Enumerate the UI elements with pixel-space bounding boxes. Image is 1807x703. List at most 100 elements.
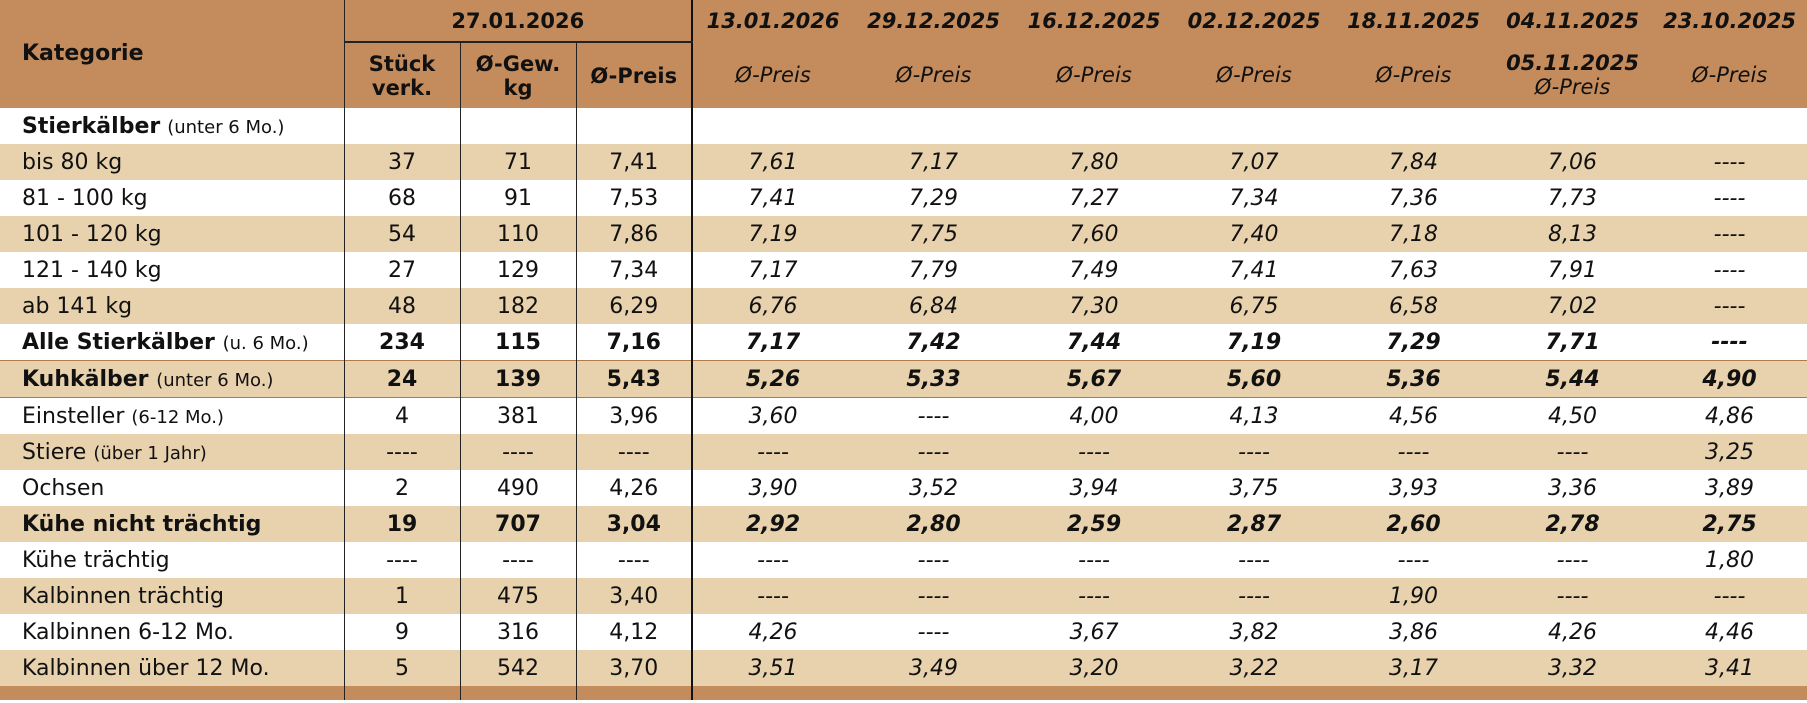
table-cell: 7,07 (1174, 144, 1335, 180)
table-cell: 27 (343, 252, 460, 288)
table-cell: 7,17 (853, 144, 1015, 180)
table-cell: 7,63 (1334, 252, 1494, 288)
row-category: Einsteller (6-12 Mo.) (0, 397, 344, 434)
table-cell: 5,44 (1493, 360, 1653, 398)
table-cell: 6,58 (1334, 288, 1494, 324)
row-label: Stiere (22, 439, 87, 465)
table-cell: 316 (459, 614, 576, 650)
row-category: Stierkälber (unter 6 Mo.) (0, 108, 344, 144)
table-cell: 7,17 (691, 252, 854, 288)
table-cell: 7,86 (575, 216, 693, 252)
table-cell: 7,27 (1014, 180, 1175, 216)
table-cell: 5,26 (691, 360, 854, 398)
header-kategorie: Kategorie (0, 0, 344, 108)
row-category: Stiere (über 1 Jahr) (0, 434, 344, 470)
table-cell: ---- (691, 578, 854, 614)
header-hist-date: 04.11.2025 (1493, 0, 1653, 42)
table-cell: 3,40 (575, 578, 693, 614)
table-cell: 3,90 (691, 470, 854, 506)
table-cell: 3,36 (1493, 470, 1653, 506)
table-cell: ---- (1652, 216, 1807, 252)
table-cell: ---- (1652, 252, 1807, 288)
footer-cell (575, 686, 693, 700)
table-row: 81 - 100 kg 68 91 7,53 7,41 7,29 7,27 7,34 7,36… (0, 180, 1807, 216)
table-cell: ---- (1174, 434, 1335, 470)
row-label: Einsteller (22, 403, 125, 429)
table-cell: 91 (459, 180, 576, 216)
table-cell: 7,06 (1493, 144, 1653, 180)
table-row: Kuhkälber (unter 6 Mo.) 24 139 5,43 5,26 5,33… (0, 360, 1807, 398)
table-cell: 48 (343, 288, 460, 324)
table-cell: 2,59 (1014, 506, 1175, 542)
table-cell: ---- (853, 578, 1015, 614)
table-cell: 19 (343, 506, 460, 542)
table-cell: 7,30 (1014, 288, 1175, 324)
row-category: ab 141 kg (0, 288, 344, 324)
header-hist-preis-extra: 05.11.2025 Ø-Preis (1493, 42, 1653, 108)
footer-cell (343, 686, 460, 700)
table-cell (459, 108, 576, 144)
row-note: (unter 6 Mo.) (156, 369, 274, 391)
row-category: 121 - 140 kg (0, 252, 344, 288)
table-cell: 3,82 (1174, 614, 1335, 650)
table-row: Alle Stierkälber (u. 6 Mo.) 234 115 7,16 7,1… (0, 324, 1807, 361)
footer-cell (1493, 686, 1653, 700)
row-label: Kuhkälber (22, 366, 149, 392)
header-current-date: 27.01.2026 (343, 0, 693, 43)
table-row: Einsteller (6-12 Mo.) 4 381 3,96 3,60 ---- 4,0… (0, 397, 1807, 434)
table-cell: 3,89 (1652, 470, 1807, 506)
table-cell: 5,33 (853, 360, 1015, 398)
table-cell: 129 (459, 252, 576, 288)
table-cell: 3,17 (1334, 650, 1494, 686)
table-cell: 4,56 (1334, 397, 1494, 434)
table-cell: 5,43 (575, 360, 693, 398)
table-cell: 3,86 (1334, 614, 1494, 650)
table-cell: 7,19 (691, 216, 854, 252)
header-hist-preis: Ø-Preis (853, 42, 1015, 108)
footer-cell (853, 686, 1015, 700)
table-cell: ---- (691, 434, 854, 470)
table-cell: ---- (1652, 324, 1807, 361)
table-cell: 110 (459, 216, 576, 252)
footer-cell (1174, 686, 1335, 700)
table-cell: 7,91 (1493, 252, 1653, 288)
table-cell: 2,80 (853, 506, 1015, 542)
row-label: Kühe nicht trächtig (22, 511, 262, 537)
table-cell: ---- (1493, 578, 1653, 614)
header-hist-preis: Ø-Preis (691, 42, 854, 108)
table-cell: 7,61 (691, 144, 854, 180)
table-cell: 3,49 (853, 650, 1015, 686)
table-cell: ---- (1334, 434, 1494, 470)
table-cell: ---- (853, 434, 1015, 470)
table-cell: 3,60 (691, 397, 854, 434)
table-cell (1014, 108, 1175, 144)
row-label: Kalbinnen über 12 Mo. (22, 655, 270, 681)
table-cell: 7,40 (1174, 216, 1335, 252)
row-label: Stierkälber (22, 113, 161, 139)
table-cell: 2,87 (1174, 506, 1335, 542)
table-cell: ---- (575, 434, 693, 470)
table-cell: ---- (853, 614, 1015, 650)
table-cell: 3,94 (1014, 470, 1175, 506)
table-cell: 3,20 (1014, 650, 1175, 686)
table-row: Kalbinnen über 12 Mo. 5 542 3,70 3,51 3,49 3,… (0, 650, 1807, 686)
header-hist-preis: Ø-Preis (1014, 42, 1175, 108)
table-cell (1652, 108, 1807, 144)
table-cell: 4,50 (1493, 397, 1653, 434)
table-cell (1334, 108, 1494, 144)
table-cell: 1,90 (1334, 578, 1494, 614)
table-cell: 4,86 (1652, 397, 1807, 434)
header-hist-preis: Ø-Preis (1174, 42, 1335, 108)
row-label: Alle Stierkälber (22, 329, 215, 355)
table-cell: 1,80 (1652, 542, 1807, 578)
footer-cell (1652, 686, 1807, 700)
table-row: Kalbinnen trächtig 1 475 3,40 ---- ---- ---- -… (0, 578, 1807, 614)
table-row: Kühe trächtig ---- ---- ---- ---- ---- ---- --… (0, 542, 1807, 578)
table-cell: ---- (343, 434, 460, 470)
table-cell: ---- (1014, 542, 1175, 578)
row-category: bis 80 kg (0, 144, 344, 180)
table-cell: ---- (459, 434, 576, 470)
table-cell: 7,73 (1493, 180, 1653, 216)
row-label: 121 - 140 kg (22, 257, 162, 283)
table-cell (1493, 108, 1653, 144)
